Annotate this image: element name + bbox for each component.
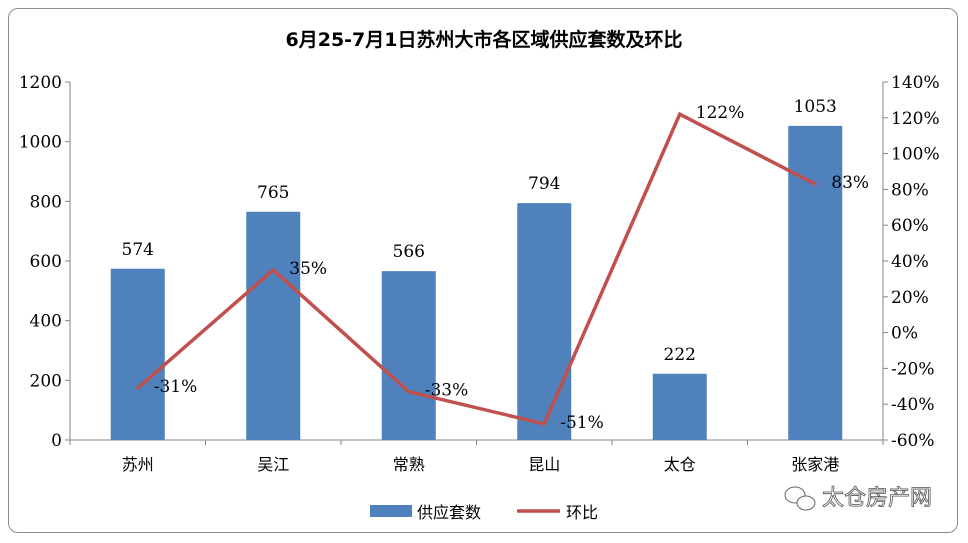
right-tick-label: -20%: [891, 359, 935, 379]
line-data-label: -51%: [560, 413, 604, 433]
left-tick-label: 1200: [19, 73, 62, 93]
bar-data-label: 574: [122, 240, 154, 260]
bar-data-label: 1053: [794, 97, 837, 117]
x-tick-label: 太仓: [664, 455, 696, 474]
chart-frame: [8, 8, 958, 533]
watermark-text: 太仓房产网: [822, 486, 932, 511]
left-tick-label: 0: [51, 431, 62, 451]
line-point: [813, 182, 817, 186]
left-tick-label: 200: [30, 371, 62, 391]
left-tick-label: 600: [30, 252, 62, 272]
bar-data-label: 222: [664, 345, 696, 365]
x-tick-label: 苏州: [122, 455, 154, 474]
line-data-label: 83%: [831, 173, 869, 193]
line-data-label: 122%: [696, 103, 745, 123]
wechat-icon: [784, 486, 816, 511]
line-data-label: 35%: [289, 259, 327, 279]
left-tick-label: 1000: [19, 133, 62, 153]
x-tick-label: 吴江: [257, 455, 289, 474]
left-tick-label: 800: [30, 192, 62, 212]
line-point: [678, 112, 682, 116]
bar-data-label: 794: [528, 174, 560, 194]
bar: [110, 268, 165, 440]
right-tick-label: 0%: [891, 324, 918, 344]
bar-data-label: 566: [393, 242, 425, 262]
line-series-huanbi: [136, 111, 817, 426]
right-tick-label: 140%: [891, 73, 940, 93]
line-data-label: -33%: [425, 381, 469, 401]
bar: [652, 373, 707, 440]
line-point: [542, 422, 546, 426]
line-data-label: -31%: [154, 377, 198, 397]
legend-label-line: 环比: [566, 503, 598, 522]
right-tick-label: 100%: [891, 145, 940, 165]
x-tick-label: 常熟: [393, 455, 425, 474]
x-tick-label: 张家港: [791, 455, 839, 474]
bar: [246, 211, 301, 440]
right-tick-label: 120%: [891, 109, 940, 129]
right-tick-label: 40%: [891, 252, 929, 272]
right-tick-label: 20%: [891, 288, 929, 308]
legend-label-bar: 供应套数: [417, 503, 481, 522]
watermark: 太仓房产网: [784, 486, 932, 511]
right-tick-label: -60%: [891, 431, 935, 451]
legend-swatch-bar: [370, 505, 412, 517]
line-point: [271, 268, 275, 272]
right-tick-label: 60%: [891, 216, 929, 236]
right-tick-label: 80%: [891, 180, 929, 200]
bar-data-label: 765: [257, 183, 289, 203]
line-point: [136, 386, 140, 390]
bar: [788, 125, 843, 440]
line-point: [407, 390, 411, 394]
left-tick-label: 400: [30, 312, 62, 332]
x-tick-label: 昆山: [528, 455, 560, 474]
right-tick-label: -40%: [891, 395, 935, 415]
bar: [517, 203, 572, 440]
chart-title: 6月25-7月1日苏州大市各区域供应套数及环比: [286, 28, 683, 51]
bar: [381, 271, 436, 440]
